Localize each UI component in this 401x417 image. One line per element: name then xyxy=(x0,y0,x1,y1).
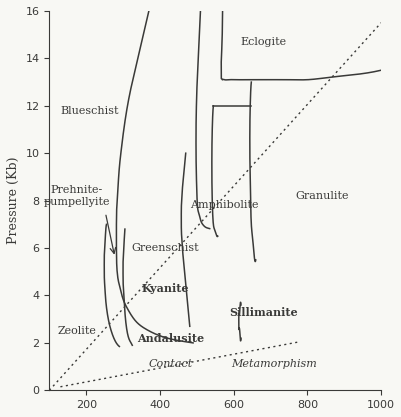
Y-axis label: Pressure (Kb): Pressure (Kb) xyxy=(7,157,20,244)
Text: Kyanite: Kyanite xyxy=(141,283,189,294)
Text: Andalusite: Andalusite xyxy=(137,333,204,344)
Text: Greenschist: Greenschist xyxy=(131,243,199,253)
Text: Zeolite: Zeolite xyxy=(57,326,96,336)
Text: Sillimanite: Sillimanite xyxy=(228,306,297,318)
Text: Contact: Contact xyxy=(148,359,192,369)
Text: Blueschist: Blueschist xyxy=(61,106,119,116)
Text: Amphibolite: Amphibolite xyxy=(190,201,258,211)
Text: Granulite: Granulite xyxy=(295,191,348,201)
Text: Metamorphism: Metamorphism xyxy=(231,359,316,369)
Text: Eclogite: Eclogite xyxy=(239,37,286,47)
Text: Prehnite-
pumpellyite: Prehnite- pumpellyite xyxy=(44,185,110,207)
